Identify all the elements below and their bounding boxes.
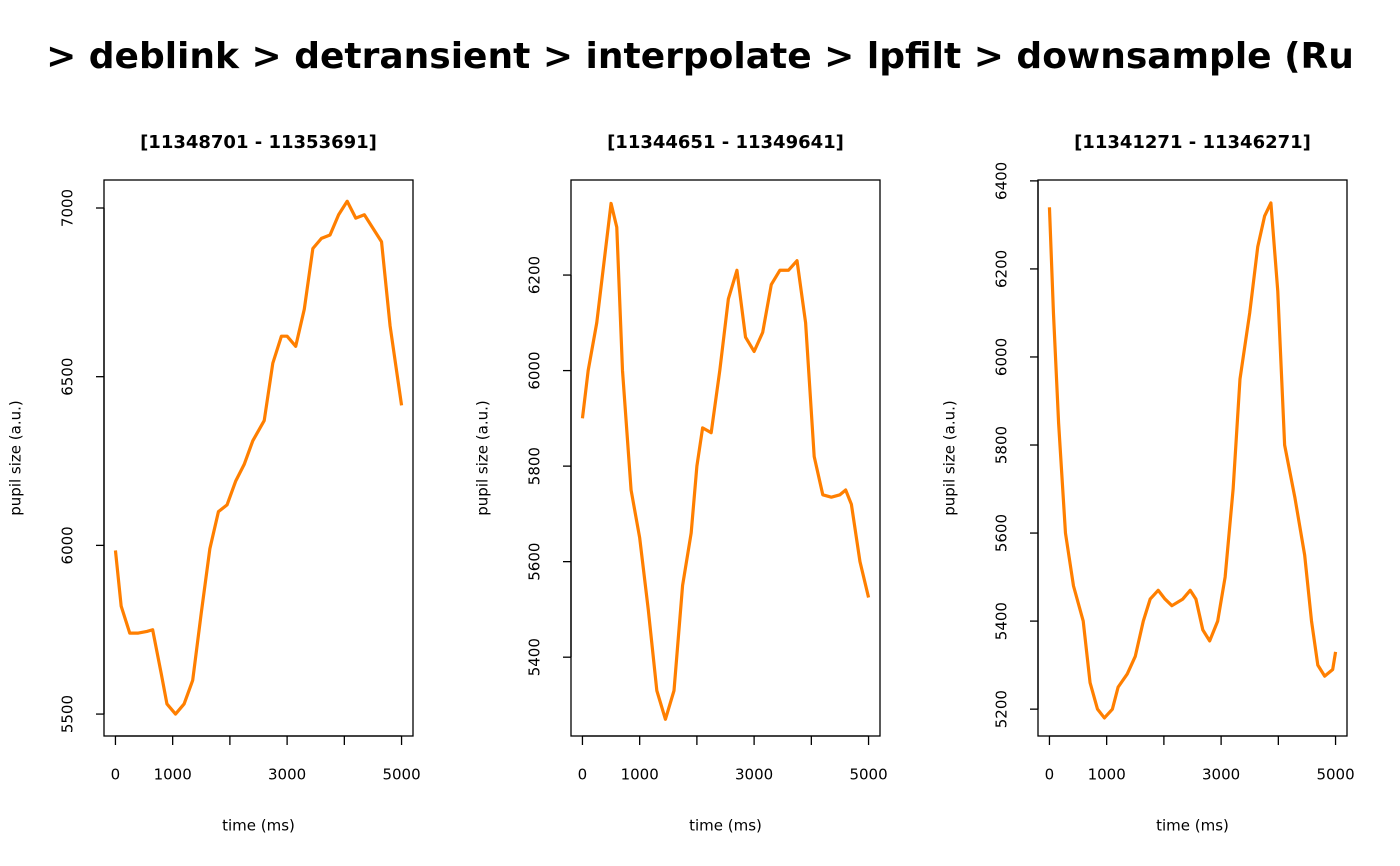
plot-box [1037,179,1348,737]
y-tick-label: 6500 [59,358,77,396]
x-tick-label: 3000 [268,766,306,784]
y-tick-label: 5800 [526,447,544,485]
data-line [113,199,404,716]
panel-title: [11344651 - 11349641] [607,132,844,153]
x-tick-label: 0 [111,766,121,784]
y-tick-label: 5800 [993,426,1011,464]
y-tick-label: 6400 [993,162,1011,200]
x-tick-label: 3000 [1202,766,1240,784]
x-tick-label: 0 [1045,766,1055,784]
y-tick-label: 5400 [993,602,1011,640]
x-tick-label: 5000 [1316,766,1354,784]
y-tick-label: 5400 [526,638,544,676]
y-tick-label: 5200 [993,690,1011,728]
x-axis-label: time (ms) [1156,817,1229,835]
y-tick-label: 6000 [59,526,77,564]
y-tick-label: 7000 [59,189,77,227]
y-tick-label: 5600 [526,543,544,581]
main-title: > deblink > detransient > interpolate > … [46,36,1354,77]
y-tick-label: 6200 [993,250,1011,288]
x-tick-label: 5000 [849,766,887,784]
x-tick-label: 1000 [154,766,192,784]
y-tick-label: 5600 [993,514,1011,552]
panel-title: [11348701 - 11353691] [140,132,377,153]
plot-box [103,179,414,737]
panel-title: [11341271 - 11346271] [1074,132,1311,153]
x-axis-label: time (ms) [222,817,295,835]
y-tick-label: 5500 [59,695,77,733]
y-axis-label: pupil size (a.u.) [7,400,25,515]
y-tick-label: 6200 [526,256,544,294]
x-tick-label: 0 [578,766,588,784]
data-line [1047,201,1338,720]
data-line [580,201,871,721]
x-tick-label: 1000 [1088,766,1126,784]
y-axis-label: pupil size (a.u.) [474,400,492,515]
x-axis-label: time (ms) [689,817,762,835]
x-tick-label: 5000 [382,766,420,784]
x-tick-label: 3000 [735,766,773,784]
y-axis-label: pupil size (a.u.) [941,400,959,515]
y-tick-label: 6000 [993,338,1011,376]
x-tick-label: 1000 [621,766,659,784]
y-tick-label: 6000 [526,351,544,389]
